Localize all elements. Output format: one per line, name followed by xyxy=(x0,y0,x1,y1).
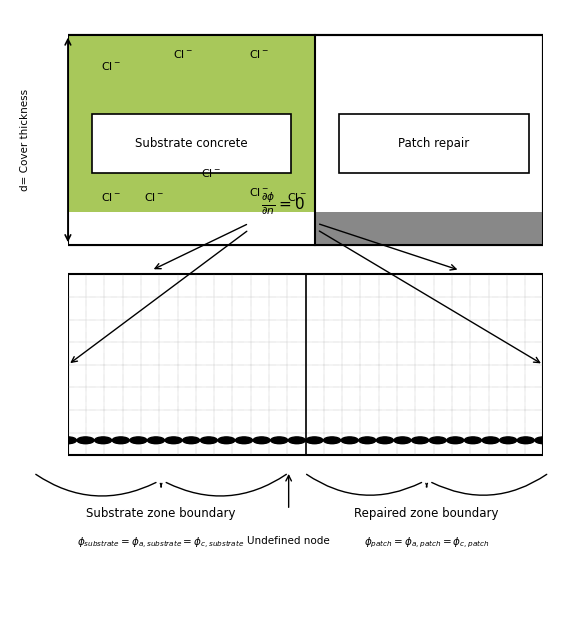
Text: Cl$^-$: Cl$^-$ xyxy=(248,48,269,60)
Text: Cl$^-$: Cl$^-$ xyxy=(173,48,192,60)
FancyBboxPatch shape xyxy=(315,211,543,245)
Circle shape xyxy=(218,437,235,443)
Circle shape xyxy=(376,437,393,443)
Text: Substrate zone boundary: Substrate zone boundary xyxy=(87,507,236,520)
Circle shape xyxy=(77,437,94,443)
Circle shape xyxy=(112,437,129,443)
Circle shape xyxy=(271,437,288,443)
FancyBboxPatch shape xyxy=(92,114,291,174)
Circle shape xyxy=(394,437,411,443)
Text: Substrate concrete: Substrate concrete xyxy=(135,137,248,150)
Text: Cl$^-$: Cl$^-$ xyxy=(248,186,269,199)
FancyBboxPatch shape xyxy=(339,114,529,174)
Circle shape xyxy=(95,437,112,443)
Text: $\frac{\partial\phi}{\partial n}=0$: $\frac{\partial\phi}{\partial n}=0$ xyxy=(261,191,305,217)
Circle shape xyxy=(359,437,376,443)
Circle shape xyxy=(183,437,200,443)
Circle shape xyxy=(464,437,482,443)
Circle shape xyxy=(235,437,252,443)
Text: $\phi_{substrate}=\phi_{a,substrate}=\phi_{c,substrate}$: $\phi_{substrate}=\phi_{a,substrate}=\ph… xyxy=(78,535,245,551)
FancyBboxPatch shape xyxy=(68,211,315,245)
Text: $\phi_{patch}=\phi_{a,patch}=\phi_{c,patch}$: $\phi_{patch}=\phi_{a,patch}=\phi_{c,pat… xyxy=(364,535,490,550)
FancyBboxPatch shape xyxy=(68,35,315,245)
Text: d= Cover thickness: d= Cover thickness xyxy=(20,89,30,191)
Circle shape xyxy=(147,437,165,443)
Circle shape xyxy=(500,437,517,443)
Circle shape xyxy=(341,437,358,443)
FancyBboxPatch shape xyxy=(68,35,543,245)
Circle shape xyxy=(306,437,323,443)
Circle shape xyxy=(324,437,341,443)
Circle shape xyxy=(482,437,499,443)
Circle shape xyxy=(288,437,306,443)
Circle shape xyxy=(165,437,182,443)
Circle shape xyxy=(429,437,446,443)
Circle shape xyxy=(535,437,552,443)
FancyBboxPatch shape xyxy=(68,274,543,455)
Text: Undefined node: Undefined node xyxy=(247,535,330,545)
Circle shape xyxy=(447,437,464,443)
Text: Cl$^-$: Cl$^-$ xyxy=(144,191,164,203)
Text: Cl$^-$: Cl$^-$ xyxy=(101,60,121,72)
Text: Cl$^-$: Cl$^-$ xyxy=(101,191,121,203)
Text: Repaired zone boundary: Repaired zone boundary xyxy=(354,507,499,520)
Circle shape xyxy=(411,437,428,443)
Circle shape xyxy=(200,437,217,443)
Text: Cl$^-$: Cl$^-$ xyxy=(286,191,307,203)
Circle shape xyxy=(517,437,534,443)
Text: Cl$^-$: Cl$^-$ xyxy=(201,167,221,179)
Text: L = 300 mm: L = 300 mm xyxy=(267,293,345,306)
Circle shape xyxy=(130,437,147,443)
Text: Patch repair: Patch repair xyxy=(398,137,470,150)
Circle shape xyxy=(253,437,270,443)
Circle shape xyxy=(59,437,76,443)
